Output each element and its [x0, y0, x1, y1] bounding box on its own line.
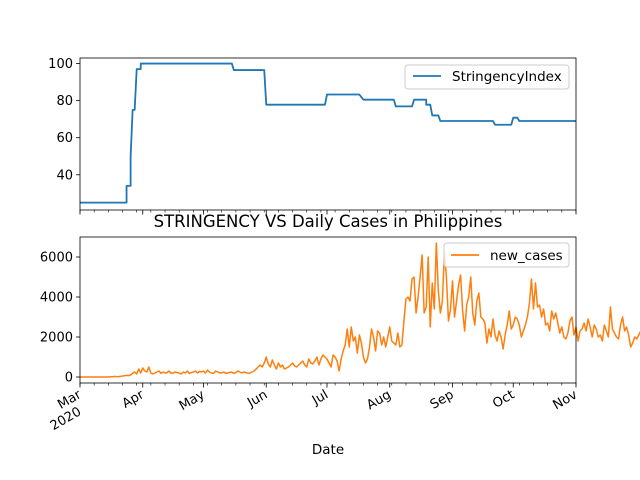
top-axes-frame [79, 57, 577, 211]
top-legend-box [404, 64, 570, 90]
stringency-series-line [80, 62, 576, 204]
x-tick-label: Nov [551, 387, 581, 413]
top-y-tick-label: 60 [56, 131, 73, 146]
x-axis-label: Date [312, 442, 344, 458]
x-tick-label: Apr [120, 387, 148, 412]
top-y-ticks: 40 60 80 100 [48, 57, 80, 183]
new-cases-series-line [80, 242, 640, 378]
top-y-tick-label: 80 [56, 94, 73, 109]
bottom-y-tick-label: 0 [65, 371, 73, 386]
top-legend-label: StringencyIndex [452, 69, 562, 85]
top-legend: StringencyIndex [404, 64, 570, 90]
bottom-y-tick-label: 4000 [40, 291, 73, 306]
top-axes-stringency: 40 60 80 100 StringencyIndex [48, 57, 577, 215]
top-y-tick-label: 40 [56, 168, 73, 183]
x-tick-label: Jun [244, 387, 270, 411]
x-tick-label: Jul [309, 387, 331, 408]
bottom-axes-frame [79, 236, 577, 384]
bottom-axes-cases: STRINGENCY VS Daily Cases in Philippines… [40, 212, 640, 458]
bottom-legend-label: new_cases [490, 248, 563, 264]
bottom-legend: new_cases [443, 242, 570, 268]
x-tick-label: Sep [428, 387, 457, 412]
x-tick-label: Oct [490, 387, 517, 411]
bottom-plot-area [80, 242, 640, 378]
x-tick-label: Aug [364, 387, 393, 413]
bottom-chart-title: STRINGENCY VS Daily Cases in Philippines [154, 212, 503, 231]
bottom-legend-box [443, 242, 570, 268]
top-x-ticks [79, 210, 577, 215]
bottom-y-tick-label: 6000 [40, 251, 73, 266]
x-tick-label: May [177, 387, 208, 414]
top-plot-area [80, 62, 576, 204]
bottom-y-tick-label: 2000 [40, 331, 73, 346]
bottom-y-ticks: 0 2000 4000 6000 [40, 251, 80, 386]
top-y-tick-label: 100 [48, 57, 73, 72]
